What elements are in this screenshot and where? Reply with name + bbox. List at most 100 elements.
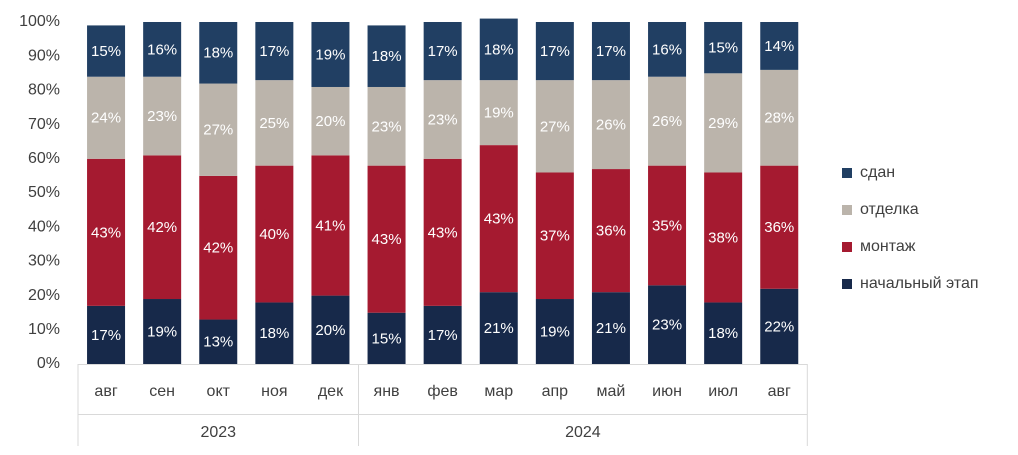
data-label: 37%	[540, 228, 570, 245]
data-label: 19%	[315, 46, 345, 63]
data-label: 27%	[540, 118, 570, 135]
data-label: 15%	[372, 330, 402, 347]
data-label: 35%	[652, 217, 682, 234]
y-tick-label: 10%	[28, 321, 60, 338]
data-label: 43%	[372, 231, 402, 248]
year-label: 2024	[565, 424, 601, 441]
data-label: 17%	[91, 327, 121, 344]
bar-segment-3	[423, 80, 462, 159]
bar-segment-2	[143, 155, 182, 300]
legend-swatch	[842, 168, 852, 178]
data-label: 27%	[203, 122, 233, 139]
bar-segment-4	[255, 22, 294, 81]
legend-label: отделка	[860, 201, 919, 218]
data-label: 17%	[259, 43, 289, 60]
x-tick-label: авг	[94, 383, 117, 400]
bar-segment-3	[367, 86, 406, 166]
data-label: 42%	[147, 219, 177, 236]
data-label: 29%	[708, 115, 738, 132]
bar-segment-4	[367, 25, 406, 87]
x-tick-label: июн	[652, 383, 682, 400]
x-tick-label: дек	[318, 383, 344, 400]
data-label: 23%	[428, 111, 458, 128]
bar-segment-1	[648, 285, 687, 364]
y-tick-label: 100%	[19, 13, 60, 30]
data-label: 25%	[259, 115, 289, 132]
x-tick-label: апр	[542, 383, 569, 400]
data-label: 19%	[484, 105, 514, 122]
x-tick-label: янв	[374, 383, 400, 400]
bar-segment-2	[479, 145, 518, 293]
x-tick-label: сен	[149, 383, 175, 400]
legend-label: начальный этап	[860, 275, 979, 292]
data-label: 16%	[147, 41, 177, 58]
y-tick-label: 70%	[28, 116, 60, 133]
data-label: 18%	[484, 41, 514, 58]
bar-segment-4	[591, 22, 630, 81]
x-tick-label: мар	[484, 383, 513, 400]
data-label: 17%	[428, 327, 458, 344]
data-label: 22%	[764, 318, 794, 335]
bar-segment-1	[255, 302, 294, 364]
data-label: 43%	[428, 224, 458, 241]
data-label: 20%	[315, 322, 345, 339]
bar-segment-4	[199, 22, 238, 84]
bar-segment-4	[760, 22, 799, 70]
legend-swatch	[842, 205, 852, 215]
data-label: 43%	[91, 224, 121, 241]
legend-swatch	[842, 279, 852, 289]
bar-segment-3	[760, 69, 799, 166]
legend-label: сдан	[860, 164, 895, 181]
bar-segment-4	[143, 22, 182, 77]
bar-segment-1	[591, 292, 630, 364]
bar-segment-2	[648, 165, 687, 286]
bar-segment-1	[760, 288, 799, 364]
bar-segment-1	[199, 319, 238, 364]
data-label: 19%	[540, 323, 570, 340]
bar-segment-2	[311, 155, 350, 296]
legend-label: монтаж	[860, 238, 916, 255]
data-label: 15%	[91, 43, 121, 60]
bar-segment-1	[479, 292, 518, 364]
year-label: 2023	[200, 424, 236, 441]
data-label: 26%	[596, 117, 626, 134]
y-tick-label: 0%	[37, 355, 60, 372]
data-label: 28%	[764, 110, 794, 127]
data-label: 26%	[652, 113, 682, 130]
bar-segment-1	[87, 305, 126, 364]
bar-segment-4	[423, 22, 462, 81]
bar-segment-4	[704, 22, 743, 74]
data-label: 15%	[708, 40, 738, 57]
x-tick-label: фев	[427, 383, 458, 400]
bar-segment-3	[535, 80, 574, 173]
y-tick-label: 30%	[28, 253, 60, 270]
data-label: 18%	[372, 48, 402, 65]
data-label: 24%	[91, 110, 121, 127]
bar-segment-4	[87, 25, 126, 77]
bar-segment-2	[423, 158, 462, 306]
x-tick-label: ноя	[261, 383, 287, 400]
data-label: 21%	[596, 320, 626, 337]
bar-segment-1	[704, 302, 743, 364]
data-label: 13%	[203, 334, 233, 351]
bar-segment-4	[311, 22, 350, 87]
data-label: 17%	[428, 43, 458, 60]
data-label: 21%	[484, 320, 514, 337]
data-label: 18%	[259, 325, 289, 342]
data-label: 38%	[708, 229, 738, 246]
bar-segment-2	[704, 172, 743, 303]
y-tick-label: 50%	[28, 184, 60, 201]
data-label: 20%	[315, 113, 345, 130]
data-label: 23%	[372, 118, 402, 135]
bar-segment-2	[367, 165, 406, 313]
bar-segment-1	[311, 295, 350, 364]
bar-segment-1	[535, 299, 574, 364]
x-tick-label: авг	[768, 383, 791, 400]
y-tick-label: 20%	[28, 287, 60, 304]
bar-segment-1	[143, 299, 182, 364]
bar-segment-1	[423, 305, 462, 364]
data-label: 17%	[540, 43, 570, 60]
bar-segment-3	[255, 80, 294, 166]
data-label: 19%	[147, 323, 177, 340]
